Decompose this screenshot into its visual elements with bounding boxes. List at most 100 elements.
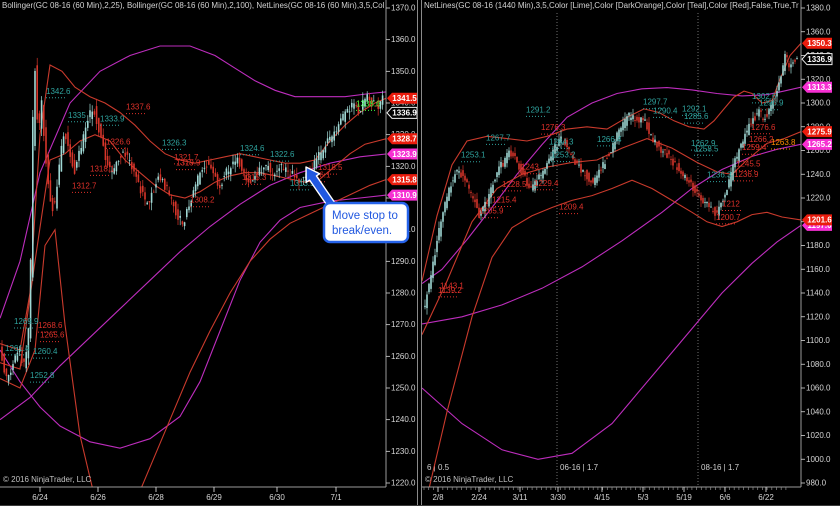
svg-text:1324.6: 1324.6 <box>240 144 265 153</box>
svg-text:6/26: 6/26 <box>90 493 106 502</box>
bollinger-bands-layer <box>0 45 386 487</box>
svg-text:1296.9: 1296.9 <box>759 99 784 108</box>
svg-text:1143.1: 1143.1 <box>440 281 464 290</box>
svg-text:1342.6: 1342.6 <box>46 87 71 96</box>
svg-text:1326.6: 1326.6 <box>106 137 131 146</box>
svg-text:6/29: 6/29 <box>206 493 222 502</box>
svg-text:1253.2: 1253.2 <box>551 151 576 160</box>
svg-text:1268.6: 1268.6 <box>38 321 63 330</box>
svg-text:1302.6: 1302.6 <box>752 92 777 101</box>
svg-text:1261.4: 1261.4 <box>5 344 30 353</box>
svg-text:1209.4: 1209.4 <box>559 203 584 212</box>
svg-text:7/1: 7/1 <box>330 493 342 502</box>
time-axis[interactable]: 6/24 6/26 6/28 6/29 6/30 7/1 <box>32 487 342 502</box>
svg-text:1322.6: 1322.6 <box>270 150 295 159</box>
svg-text:6/24: 6/24 <box>32 493 48 502</box>
callout-move-stop[interactable]: Move stop to break/even. <box>305 166 410 244</box>
svg-text:1308.2: 1308.2 <box>190 196 215 205</box>
svg-text:1252.8: 1252.8 <box>30 371 55 380</box>
svg-text:1260.0: 1260.0 <box>806 146 831 155</box>
svg-text:1318.5: 1318.5 <box>318 163 343 172</box>
time-axis[interactable]: 2/8 2/24 3/11 3/30 4/15 5/3 5/19 6/6 6/22 <box>423 487 787 502</box>
svg-text:1253.1: 1253.1 <box>461 151 486 160</box>
svg-text:6 | 0.5: 6 | 0.5 <box>427 463 450 472</box>
svg-text:2/24: 2/24 <box>471 493 487 502</box>
svg-text:1100.0: 1100.0 <box>806 336 830 345</box>
svg-text:1318.1: 1318.1 <box>90 164 115 173</box>
svg-text:1140.0: 1140.0 <box>806 289 830 298</box>
svg-text:1245.5: 1245.5 <box>736 160 761 169</box>
price-axis[interactable]: 1380.01360.01340.01320.01300.01280.01260… <box>422 0 831 488</box>
price-badges: 1350.3 1336.9 1313.3 1275.9 1265.2 1197.01201… <box>801 37 833 231</box>
svg-text:1220.0: 1220.0 <box>806 194 831 203</box>
svg-text:1280.0: 1280.0 <box>391 289 416 298</box>
svg-text:1360.0: 1360.0 <box>391 35 416 44</box>
svg-text:1275.9: 1275.9 <box>807 127 832 136</box>
svg-text:1360.0: 1360.0 <box>806 27 831 36</box>
svg-text:1319.9: 1319.9 <box>176 159 201 168</box>
svg-text:1270.0: 1270.0 <box>391 320 416 329</box>
bollinger-bands-layer <box>422 42 801 487</box>
svg-text:1337.6: 1337.6 <box>126 103 151 112</box>
svg-text:1290.4: 1290.4 <box>653 106 678 115</box>
svg-text:1370.0: 1370.0 <box>391 4 416 13</box>
svg-text:1264.3: 1264.3 <box>549 137 574 146</box>
svg-text:1266.4: 1266.4 <box>597 135 622 144</box>
svg-text:1291.2: 1291.2 <box>526 105 551 114</box>
svg-text:1060.0: 1060.0 <box>806 384 831 393</box>
svg-text:1320.0: 1320.0 <box>391 162 416 171</box>
svg-text:1265.2: 1265.2 <box>807 140 832 149</box>
svg-text:1267.7: 1267.7 <box>486 133 511 142</box>
svg-text:5/3: 5/3 <box>637 493 649 502</box>
svg-text:1326.3: 1326.3 <box>162 138 187 147</box>
svg-text:1320.0: 1320.0 <box>806 75 831 84</box>
svg-text:1300.0: 1300.0 <box>806 99 831 108</box>
candles-layer <box>1 57 384 386</box>
svg-text:1250.0: 1250.0 <box>391 384 416 393</box>
svg-text:1000.0: 1000.0 <box>806 455 831 464</box>
chart-panel-daily: NetLines(GC 08-16 (1440 Min),3,5,Color [… <box>421 0 840 505</box>
svg-text:1228.5: 1228.5 <box>502 180 527 189</box>
svg-text:1290.0: 1290.0 <box>391 257 416 266</box>
svg-text:1197.0: 1197.0 <box>807 221 832 230</box>
chart-header-60min: Bollinger(GC 08-16 (60 Min),2,25), Bolli… <box>2 1 384 10</box>
svg-text:1292.1: 1292.1 <box>682 104 707 113</box>
svg-text:5/19: 5/19 <box>676 493 692 502</box>
svg-text:2/8: 2/8 <box>432 493 444 502</box>
copyright-notice-left: © 2016 NinjaTrader, LLC <box>3 475 92 484</box>
svg-text:1315.3: 1315.3 <box>242 173 267 182</box>
chart-canvas-daily[interactable]: 6 | 0.5 06-16 | 1.7 08-16 | 1.7 1291.2 1276.… <box>422 0 840 505</box>
svg-text:1313.3: 1313.3 <box>807 83 832 92</box>
svg-text:1259.4: 1259.4 <box>742 143 767 152</box>
svg-text:1310.9: 1310.9 <box>392 191 417 200</box>
svg-text:1243: 1243 <box>521 163 539 172</box>
svg-text:1341.5: 1341.5 <box>392 94 417 103</box>
svg-text:4/15: 4/15 <box>594 493 610 502</box>
price-badges: 1341.5 1336.9 1328.7 1323.9 1315.8 1310.9 <box>386 92 417 201</box>
svg-text:980.0: 980.0 <box>806 479 827 488</box>
svg-text:1160.0: 1160.0 <box>806 265 830 274</box>
svg-text:3/11: 3/11 <box>513 493 529 502</box>
svg-text:1350.3: 1350.3 <box>807 39 832 48</box>
svg-text:1323.9: 1323.9 <box>392 150 417 159</box>
svg-text:1229.4: 1229.4 <box>534 179 559 188</box>
candles-layer <box>424 50 798 315</box>
svg-text:1336.9: 1336.9 <box>392 109 417 118</box>
svg-text:6/6: 6/6 <box>719 493 731 502</box>
svg-text:6/28: 6/28 <box>148 493 164 502</box>
price-axis[interactable]: 1370.01360.01350.01340.01330.01320.01310… <box>0 0 416 488</box>
svg-text:1350.0: 1350.0 <box>391 67 416 76</box>
panel-splitter[interactable] <box>418 0 421 505</box>
rollover-markers: 6 | 0.5 06-16 | 1.7 08-16 | 1.7 <box>427 13 740 487</box>
svg-text:1205.9: 1205.9 <box>479 207 504 216</box>
svg-text:1200.7: 1200.7 <box>716 213 741 222</box>
svg-text:08-16 | 1.7: 08-16 | 1.7 <box>701 463 740 472</box>
svg-text:1313.5: 1313.5 <box>290 179 315 188</box>
svg-text:Move stop to: Move stop to <box>332 210 398 222</box>
svg-text:1220.0: 1220.0 <box>391 479 416 488</box>
svg-text:1180.0: 1180.0 <box>806 241 830 250</box>
chart-header-daily: NetLines(GC 08-16 (1440 Min),3,5,Color [… <box>424 1 799 10</box>
svg-text:1040.0: 1040.0 <box>806 407 831 416</box>
svg-text:1276.6: 1276.6 <box>751 123 776 132</box>
